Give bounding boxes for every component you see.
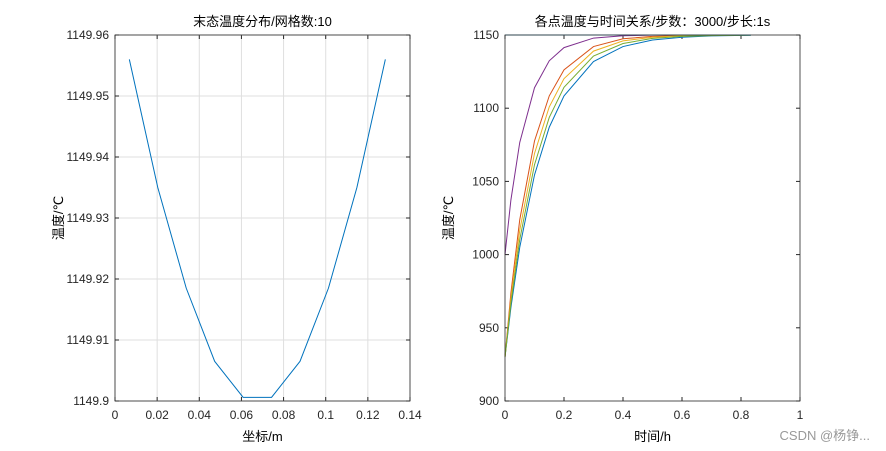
x-tick-label: 0.2 — [556, 408, 573, 422]
axes-box — [114, 34, 411, 402]
x-tick-label: 0.6 — [674, 408, 691, 422]
x-tick-label: 0.02 — [145, 408, 169, 422]
x-tick-label: 0 — [502, 408, 509, 422]
x-tick-label: 0.08 — [272, 408, 296, 422]
y-axis-label: 温度/℃ — [441, 196, 456, 240]
watermark: CSDN @杨铮... — [780, 428, 870, 443]
y-tick-label: 900 — [479, 394, 499, 408]
data-line — [128, 59, 386, 398]
y-tick-label: 1149.9 — [73, 394, 109, 408]
x-tick-label: 0.06 — [230, 408, 254, 422]
y-tick-label: 1149.93 — [67, 211, 110, 225]
x-tick-label: 0.14 — [398, 408, 422, 422]
x-tick-label: 0.04 — [188, 408, 212, 422]
y-tick-label: 1100 — [473, 101, 499, 115]
y-tick-label: 1149.94 — [67, 150, 110, 164]
y-axis-label: 温度/℃ — [51, 196, 66, 240]
y-tick-label: 1050 — [472, 174, 499, 188]
axes-box — [504, 34, 801, 402]
x-axis-label: 坐标/m — [242, 429, 282, 444]
x-tick-label: 0.4 — [615, 408, 632, 422]
data-line — [504, 34, 751, 358]
x-tick-label: 0 — [112, 408, 119, 422]
chart-title: 各点温度与时间关系/步数：3000/步长:1s — [535, 14, 771, 29]
y-tick-label: 1149.95 — [67, 89, 110, 103]
x-axis-label: 时间/h — [634, 429, 671, 444]
y-tick-label: 1149.96 — [67, 28, 110, 42]
data-line — [504, 34, 751, 358]
x-tick-label: 0.12 — [356, 408, 380, 422]
y-tick-label: 1149.92 — [67, 272, 110, 286]
plot-area — [505, 35, 800, 401]
chart-title: 末态温度分布/网格数:10 — [193, 14, 332, 29]
y-tick-label: 950 — [479, 321, 499, 335]
x-tick-label: 0.8 — [733, 408, 750, 422]
y-tick-label: 1150 — [473, 28, 499, 42]
data-line — [504, 34, 751, 358]
x-tick-label: 1 — [797, 408, 804, 422]
y-tick-label: 1149.91 — [67, 333, 110, 347]
x-tick-label: 0.1 — [317, 408, 334, 422]
y-tick-label: 1000 — [472, 248, 499, 262]
